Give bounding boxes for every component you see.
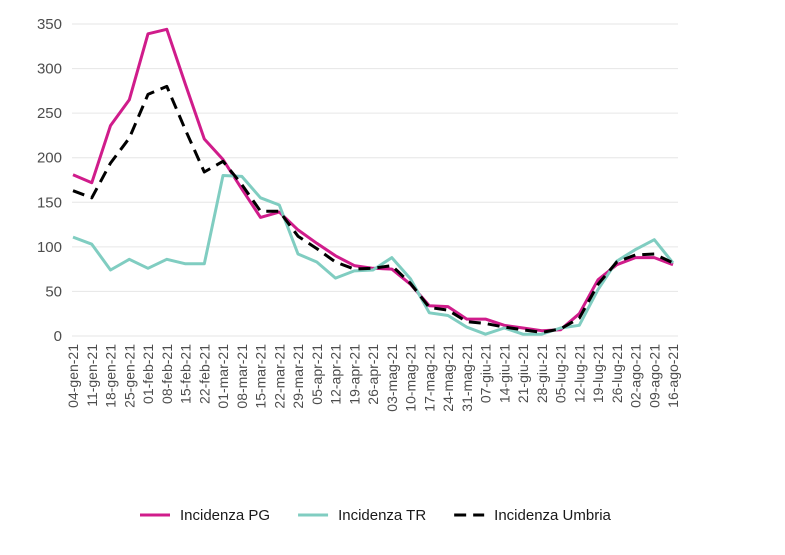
x-tick-label: 10-mag-21 — [403, 344, 419, 412]
x-tick-label: 19-apr-21 — [346, 344, 362, 405]
x-tick-label: 18-gen-21 — [103, 344, 119, 408]
y-tick-label: 250 — [37, 105, 62, 122]
x-tick-label: 05-lug-21 — [553, 344, 569, 403]
x-tick-label: 08-feb-21 — [159, 344, 175, 404]
x-tick-label: 24-mag-21 — [440, 344, 456, 412]
x-tick-label: 28-giu-21 — [534, 344, 550, 403]
x-tick-label: 02-ago-21 — [628, 344, 644, 408]
x-tick-label: 21-giu-21 — [515, 344, 531, 403]
legend-label: Incidenza PG — [180, 507, 270, 524]
x-tick-label: 01-mar-21 — [215, 344, 231, 409]
x-tick-label: 09-ago-21 — [646, 344, 662, 408]
y-tick-label: 150 — [37, 194, 62, 211]
y-axis-ticks: 0 50 100 150 200 250 300 350 — [37, 16, 62, 345]
x-tick-label: 16-ago-21 — [665, 344, 681, 408]
legend-item: Incidenza Umbria — [454, 507, 612, 524]
x-tick-label: 01-feb-21 — [140, 344, 156, 404]
x-tick-label: 25-gen-21 — [121, 344, 137, 408]
series-lines — [72, 27, 675, 336]
y-tick-label: 50 — [45, 283, 62, 300]
y-tick-label: 300 — [37, 61, 62, 78]
x-tick-label: 29-mar-21 — [290, 344, 306, 409]
series-line-incidenza-tr — [72, 174, 675, 336]
x-tick-label: 26-lug-21 — [609, 344, 625, 403]
x-tick-label: 31-mag-21 — [459, 344, 475, 412]
x-tick-label: 26-apr-21 — [365, 344, 381, 405]
x-tick-label: 08-mar-21 — [234, 344, 250, 409]
y-tick-label: 200 — [37, 150, 62, 167]
legend-item: Incidenza TR — [298, 507, 426, 524]
x-axis-ticks: 04-gen-21 11-gen-21 18-gen-21 25-gen-21 01-f… — [65, 344, 681, 412]
legend-label: Incidenza Umbria — [494, 507, 611, 524]
legend: Incidenza PG Incidenza TR Incidenza Umbria — [140, 507, 612, 524]
x-tick-label: 14-giu-21 — [496, 344, 512, 403]
x-tick-label: 22-mar-21 — [271, 344, 287, 409]
x-tick-label: 12-lug-21 — [571, 344, 587, 403]
series-line-incidenza-umbria — [72, 84, 674, 334]
x-tick-label: 19-lug-21 — [590, 344, 606, 403]
x-tick-label: 15-mar-21 — [253, 344, 269, 409]
y-tick-label: 350 — [37, 16, 62, 33]
x-tick-label: 15-feb-21 — [178, 344, 194, 404]
x-tick-label: 03-mag-21 — [384, 344, 400, 412]
x-tick-label: 11-gen-21 — [84, 344, 100, 407]
series-line-incidenza-pg — [72, 27, 674, 333]
legend-item: Incidenza PG — [140, 507, 270, 524]
y-tick-label: 100 — [37, 239, 62, 256]
x-tick-label: 17-mag-21 — [421, 344, 437, 412]
x-tick-label: 07-giu-21 — [478, 344, 494, 403]
x-tick-label: 05-apr-21 — [309, 344, 325, 405]
x-tick-label: 04-gen-21 — [65, 344, 81, 408]
legend-label: Incidenza TR — [338, 507, 426, 524]
x-tick-label: 12-apr-21 — [328, 344, 344, 405]
gridlines — [72, 23, 678, 337]
y-tick-label: 0 — [54, 328, 62, 345]
x-tick-label: 22-feb-21 — [196, 344, 212, 404]
